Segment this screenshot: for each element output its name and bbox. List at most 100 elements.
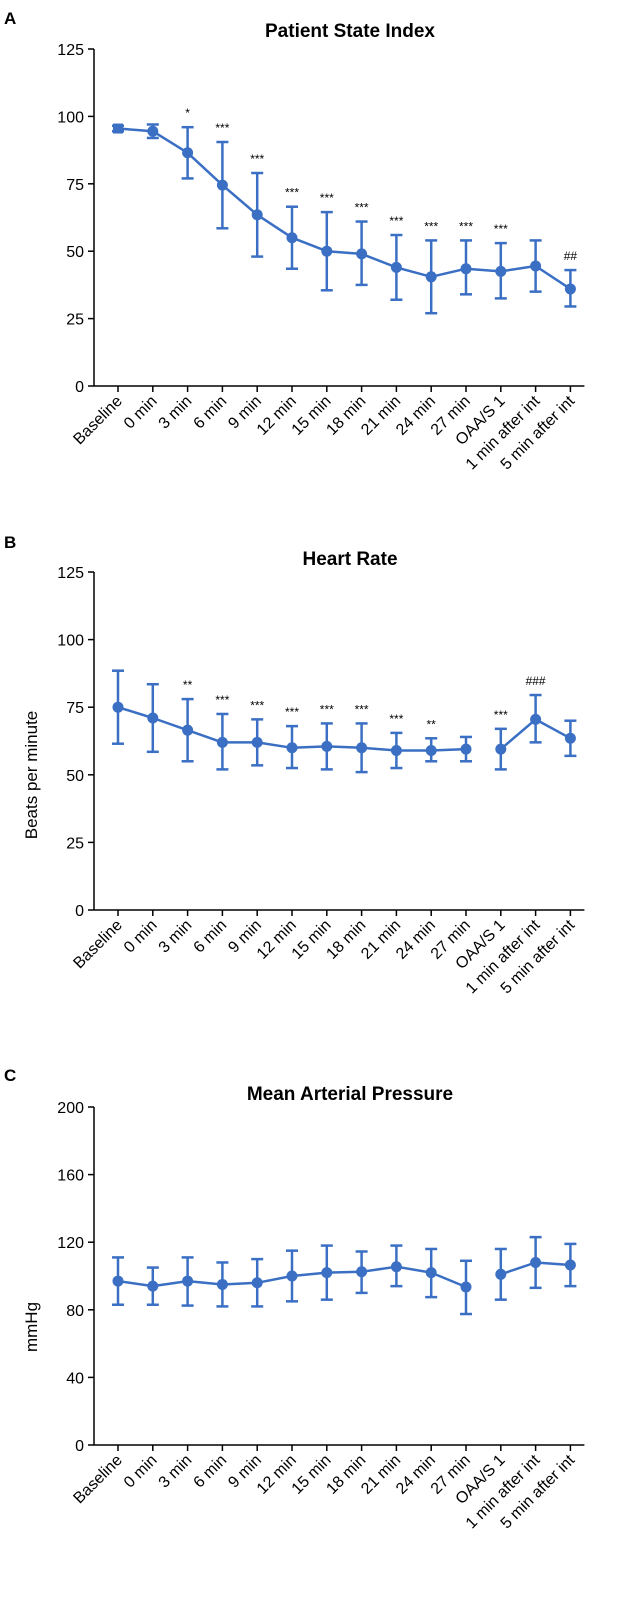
panel-b-y-tick-label: 100: [57, 633, 84, 650]
panel-b-significance-label: ***: [389, 712, 403, 726]
panel-c-y-tick-label: 160: [57, 1168, 84, 1185]
panel-b-data-point: [390, 744, 402, 756]
panel-a-letter: A: [4, 9, 16, 28]
panel-a-data-point: [356, 248, 368, 260]
panel-b-x-tick-label: 3 min: [156, 917, 196, 957]
panel-a-x-tick-label: Baseline: [70, 393, 125, 448]
panel-a: A Patient State Index 0 25 50 75 100 125 Basel…: [4, 9, 585, 473]
panel-a-y-tick-label: 0: [75, 379, 84, 396]
panel-a-significance-label: ##: [564, 249, 578, 263]
panel-a-significance-label: ***: [215, 121, 229, 135]
panel-c-title: Mean Arterial Pressure: [247, 1084, 453, 1105]
panel-b-data-point: [564, 732, 576, 744]
panel-c-data-point: [321, 1267, 333, 1279]
panel-c-data-point: [390, 1261, 402, 1273]
panel-b-data-point: [460, 743, 472, 755]
panel-a-data-point: [495, 265, 507, 277]
panel-b-data-point: [530, 713, 542, 725]
panel-b-data-point: [251, 736, 263, 748]
panel-a-y-tick-label: 50: [66, 244, 84, 261]
panel-c-y-tick-label: 0: [75, 1438, 84, 1455]
panel-a-significance-label: ***: [250, 152, 264, 166]
panel-b-y-tick-label: 0: [75, 903, 84, 920]
panel-b-x-tick-label: Baseline: [70, 917, 125, 972]
panel-c-data-point: [425, 1267, 437, 1279]
panel-a-significance-label: ***: [320, 191, 334, 205]
panel-b-x-tick-label: 0 min: [121, 917, 161, 957]
panel-a-title: Patient State Index: [265, 21, 435, 42]
panel-a-data-point: [182, 147, 194, 159]
panel-b-data-point: [356, 742, 368, 754]
panel-c-x-tick-label: 6 min: [191, 1452, 231, 1492]
panel-b-data-point: [286, 742, 298, 754]
panel-c-y-tick-label: 200: [57, 1100, 84, 1117]
panel-b-data-point: [112, 701, 124, 713]
panel-b-ylabel: Beats per minute: [22, 711, 41, 840]
panel-c-data-point: [460, 1281, 472, 1293]
panel-b-significance-label: ***: [355, 702, 369, 716]
panel-c-data-point: [216, 1278, 228, 1290]
panel-a-data-point: [390, 261, 402, 273]
panel-c-ylabel: mmHg: [22, 1302, 41, 1352]
panel-a-data-point: [113, 123, 123, 134]
panel-a-x-tick-label: 6 min: [191, 393, 231, 433]
panel-c-letter: C: [4, 1066, 16, 1085]
panel-a-data-point: [216, 179, 228, 191]
panel-b-data-point: [147, 712, 159, 724]
panel-c-x-tick-label: Baseline: [70, 1452, 125, 1507]
panel-b-data-point: [321, 740, 333, 752]
panel-a-y-tick-label: 125: [57, 42, 84, 59]
panel-a-y-tick-label: 25: [66, 312, 84, 329]
panel-b-significance-label: ***: [494, 708, 508, 722]
panel-c-data-point: [182, 1275, 194, 1287]
panel-a-x-tick-label: 0 min: [121, 393, 161, 433]
panel-c-data-point: [112, 1275, 124, 1287]
panel-b-data-point: [495, 743, 507, 755]
panel-b-significance-label: ***: [320, 702, 334, 716]
panel-a-data-point: [251, 209, 263, 221]
panel-b: B Heart Rate Beats per minute 0 25 50 75 100…: [4, 533, 585, 997]
panel-b-y-tick-label: 50: [66, 768, 84, 785]
panel-a-significance-label: ***: [494, 222, 508, 236]
panel-b-data-point: [216, 736, 228, 748]
panel-a-data-point: [425, 271, 437, 283]
panel-b-data-point: [425, 744, 437, 756]
panel-a-data-point: [147, 125, 159, 137]
panel-b-y-tick-label: 75: [66, 700, 84, 717]
panel-c-y-tick-label: 80: [66, 1303, 84, 1320]
panel-c-data-point: [286, 1270, 298, 1282]
panel-a-x-tick-label: 3 min: [156, 393, 196, 433]
panel-c: C Mean Arterial Pressure mmHg 0 40 80 120 16…: [4, 1066, 585, 1532]
panel-c-data-point: [530, 1256, 542, 1268]
panel-c-data-point: [564, 1259, 576, 1271]
panel-c-x-tick-label: 0 min: [121, 1452, 161, 1492]
panel-c-data-point: [147, 1280, 159, 1292]
panel-c-x-tick-label: 3 min: [156, 1452, 196, 1492]
panel-c-y-tick-label: 120: [57, 1235, 84, 1252]
panel-a-series-line: [117, 127, 572, 290]
panel-c-y-tick-label: 40: [66, 1370, 84, 1387]
panel-a-significance-label: *: [185, 106, 190, 120]
panel-b-letter: B: [4, 533, 16, 552]
panel-b-significance-label: ***: [250, 698, 264, 712]
panel-b-x-tick-label: 6 min: [191, 917, 231, 957]
panel-a-significance-label: ***: [355, 201, 369, 215]
panel-a-data-point: [321, 245, 333, 257]
panel-b-data-point: [182, 724, 194, 736]
panel-a-y-tick-label: 75: [66, 177, 84, 194]
panel-a-data-point: [286, 232, 298, 244]
panel-a-significance-label: ***: [424, 219, 438, 233]
panel-a-data-point: [460, 263, 472, 275]
panel-b-y-tick-label: 25: [66, 835, 84, 852]
panel-c-data-point: [251, 1277, 263, 1289]
panel-b-significance-label: ***: [285, 705, 299, 719]
panel-c-data-point: [495, 1268, 507, 1280]
panel-a-significance-label: ***: [389, 214, 403, 228]
panel-b-significance-label: **: [183, 678, 193, 692]
panel-a-significance-label: ***: [459, 219, 473, 233]
panel-b-significance-label: ***: [215, 693, 229, 707]
